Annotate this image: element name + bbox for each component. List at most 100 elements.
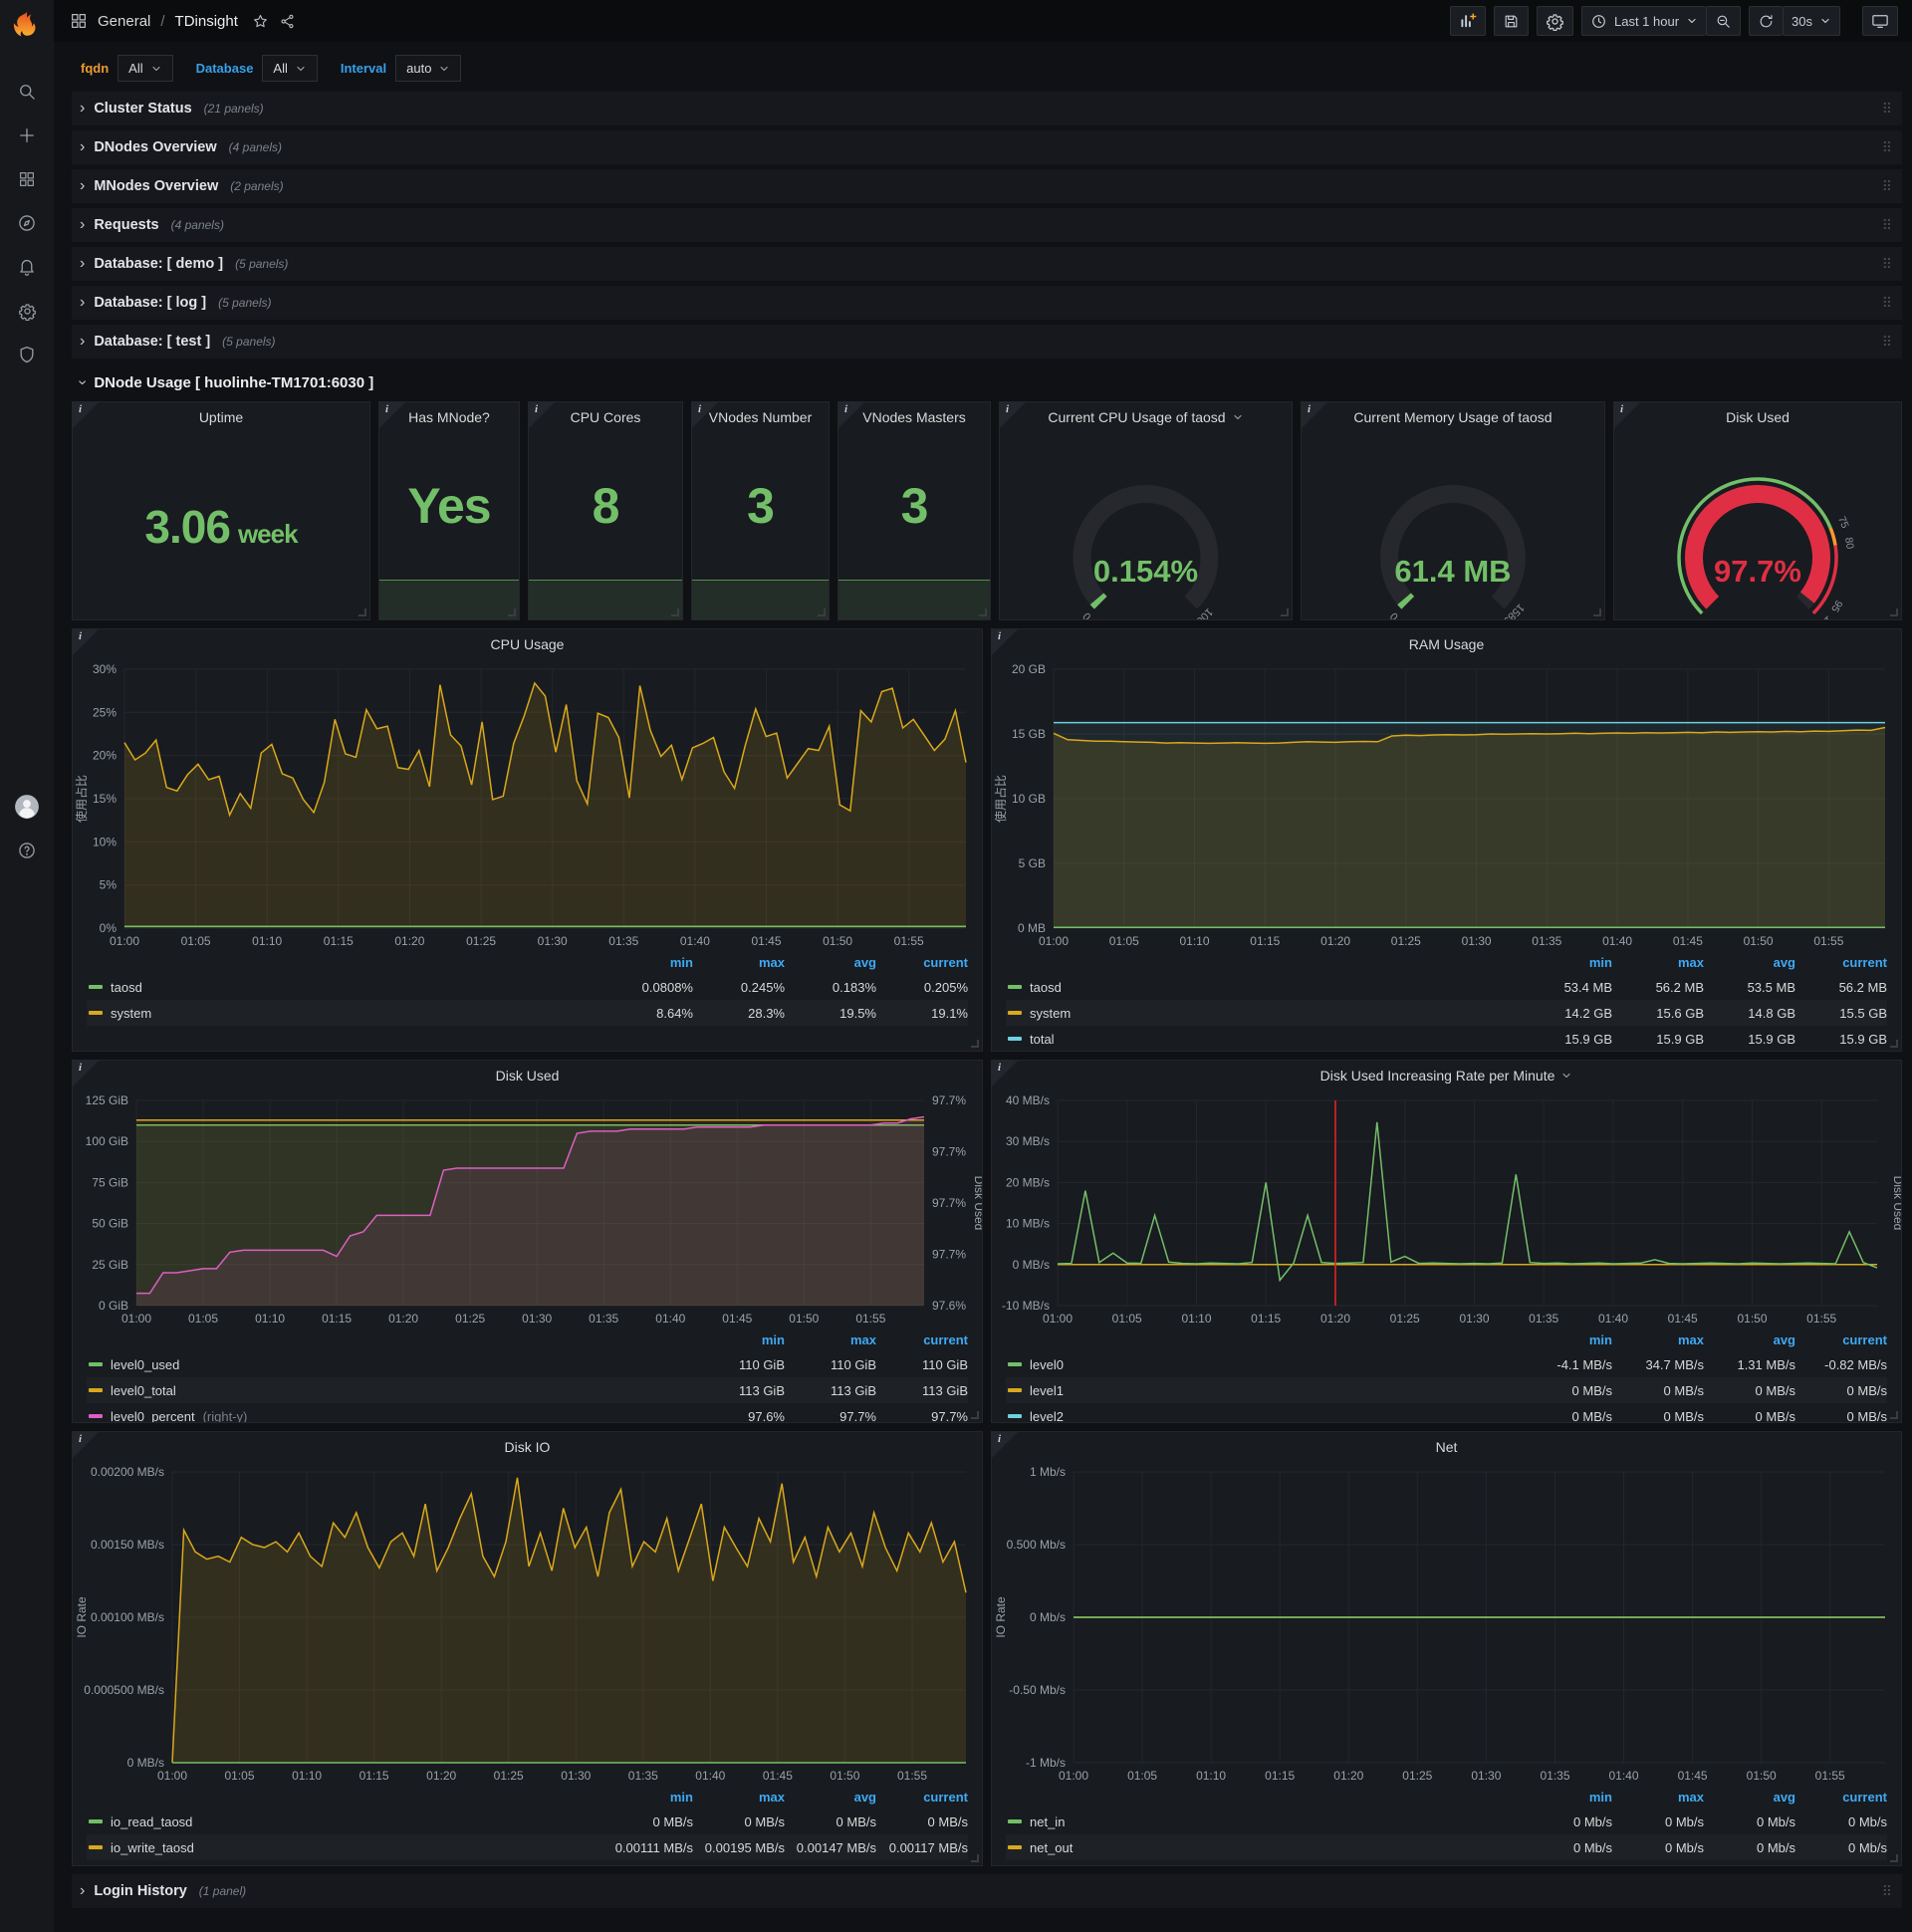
breadcrumb-section[interactable]: General	[98, 12, 151, 30]
legend-col-min[interactable]: min	[1588, 1789, 1612, 1805]
legend-color-swatch[interactable]	[1008, 1819, 1022, 1823]
sidebar-configuration-gear-icon[interactable]	[5, 289, 49, 333]
legend-series-label[interactable]: level0_percent (right-y)	[89, 1409, 693, 1422]
panel-title[interactable]: Net	[992, 1432, 1901, 1462]
legend-color-swatch[interactable]	[89, 1388, 103, 1392]
zoom-out-time-button[interactable]	[1706, 6, 1742, 36]
panel-title[interactable]: Uptime	[73, 402, 369, 432]
cycle-view-mode-button[interactable]	[1862, 6, 1898, 36]
legend-color-swatch[interactable]	[1008, 1011, 1022, 1015]
sidebar-user-avatar[interactable]	[5, 785, 49, 829]
sidebar-create-icon[interactable]	[5, 114, 49, 157]
panel-info-corner-icon[interactable]	[529, 402, 555, 428]
row-drag-handle-icon[interactable]: ⠿	[1881, 216, 1892, 233]
variable-label[interactable]: Database	[195, 61, 254, 76]
dashboard-row-cluster-status[interactable]: › Cluster Status (21 panels) ⠿	[72, 92, 1902, 125]
sidebar-explore-compass-icon[interactable]	[5, 201, 49, 245]
panel-title[interactable]: Current Memory Usage of taosd	[1302, 402, 1604, 432]
legend-col-max[interactable]: max	[1677, 1789, 1704, 1805]
legend-series-label[interactable]: level0_total	[89, 1383, 693, 1398]
panel-info-corner-icon[interactable]	[692, 402, 718, 428]
variable-label[interactable]: fqdn	[81, 61, 110, 76]
legend-color-swatch[interactable]	[89, 1845, 103, 1849]
panel-title[interactable]: Disk Used	[73, 1061, 982, 1090]
legend-col-max[interactable]: max	[1677, 1331, 1704, 1347]
panel-info-corner-icon[interactable]	[73, 629, 99, 655]
time-range-picker[interactable]: Last 1 hour	[1580, 6, 1707, 36]
panel-info-corner-icon[interactable]	[1302, 402, 1327, 428]
panel-info-corner-icon[interactable]	[992, 1432, 1018, 1458]
legend-col-min[interactable]: min	[669, 954, 693, 970]
legend-col-max[interactable]: max	[849, 1331, 876, 1347]
legend-color-swatch[interactable]	[1008, 985, 1022, 989]
dashboard-row-dnodes-overview[interactable]: › DNodes Overview (4 panels) ⠿	[72, 130, 1902, 164]
panel-info-corner-icon[interactable]	[1000, 402, 1026, 428]
dashboard-row-mnodes-overview[interactable]: › MNodes Overview (2 panels) ⠿	[72, 169, 1902, 203]
dashboard-row-database-log[interactable]: › Database: [ log ] (5 panels) ⠿	[72, 286, 1902, 320]
add-panel-button[interactable]	[1449, 6, 1486, 36]
chart-plot-area[interactable]: 01:00 01:05 01:10 01:15 01:20 01:25 01:30 01:35…	[73, 1090, 986, 1328]
legend-series-label[interactable]: taosd	[89, 980, 601, 995]
legend-col-avg[interactable]: avg	[1773, 954, 1795, 970]
dashboard-row-dnode-usage-huolinhe-tm1701-6030[interactable]: › DNode Usage [ huolinhe-TM1701:6030 ]	[72, 363, 1902, 401]
sidebar-server-admin-shield-icon[interactable]	[5, 333, 49, 376]
refresh-interval-picker[interactable]: 30s	[1783, 6, 1840, 36]
legend-color-swatch[interactable]	[1008, 1845, 1022, 1849]
refresh-button[interactable]	[1749, 6, 1784, 36]
panel-title[interactable]: RAM Usage	[992, 629, 1901, 659]
panel-info-corner-icon[interactable]	[992, 629, 1018, 655]
legend-col-max[interactable]: max	[758, 1789, 785, 1805]
dashboard-settings-button[interactable]	[1536, 6, 1573, 36]
legend-series-label[interactable]: io_write_taosd	[89, 1840, 601, 1855]
row-drag-handle-icon[interactable]: ⠿	[1881, 333, 1892, 350]
row-drag-handle-icon[interactable]: ⠿	[1881, 100, 1892, 117]
row-drag-handle-icon[interactable]: ⠿	[1881, 177, 1892, 194]
legend-col-current[interactable]: current	[1842, 1331, 1887, 1347]
sidebar-dashboards-icon[interactable]	[5, 157, 49, 201]
dashboard-row-requests[interactable]: › Requests (4 panels) ⠿	[72, 208, 1902, 242]
chart-plot-area[interactable]: 01:00 01:05 01:10 01:15 01:20 01:25 01:30 01:35…	[992, 1462, 1901, 1785]
chart-plot-area[interactable]: 01:00 01:05 01:10 01:15 01:20 01:25 01:30 01:35…	[73, 659, 982, 950]
panel-title[interactable]: Disk Used Increasing Rate per Minute	[992, 1061, 1901, 1090]
legend-col-min[interactable]: min	[761, 1331, 785, 1347]
legend-color-swatch[interactable]	[1008, 1362, 1022, 1366]
panel-info-corner-icon[interactable]	[838, 402, 864, 428]
legend-col-min[interactable]: min	[669, 1789, 693, 1805]
legend-color-swatch[interactable]	[1008, 1414, 1022, 1418]
legend-series-label[interactable]: taosd	[1008, 980, 1521, 995]
panel-info-corner-icon[interactable]	[992, 1061, 1018, 1087]
dashboard-row-login-history[interactable]: › Login History (1 panel) ⠿	[72, 1874, 1902, 1908]
legend-col-avg[interactable]: avg	[1773, 1789, 1795, 1805]
panel-title[interactable]: Current CPU Usage of taosd	[1000, 402, 1292, 432]
legend-col-avg[interactable]: avg	[853, 1789, 876, 1805]
legend-col-current[interactable]: current	[1842, 1789, 1887, 1805]
row-drag-handle-icon[interactable]: ⠿	[1881, 255, 1892, 272]
panel-info-corner-icon[interactable]	[73, 1432, 99, 1458]
legend-series-label[interactable]: level0	[1008, 1357, 1521, 1372]
variable-value-dropdown[interactable]: auto	[395, 55, 462, 82]
chart-plot-area[interactable]: 01:00 01:05 01:10 01:15 01:20 01:25 01:30 01:35…	[992, 659, 1901, 950]
star-icon[interactable]	[252, 13, 269, 30]
dashboard-row-database-test[interactable]: › Database: [ test ] (5 panels) ⠿	[72, 325, 1902, 359]
dashboard-row-database-demo[interactable]: › Database: [ demo ] (5 panels) ⠿	[72, 247, 1902, 281]
legend-color-swatch[interactable]	[89, 1011, 103, 1015]
legend-series-label[interactable]: level2	[1008, 1409, 1521, 1422]
variable-value-dropdown[interactable]: All	[118, 55, 173, 82]
save-dashboard-button[interactable]	[1493, 6, 1529, 36]
panel-info-corner-icon[interactable]	[73, 402, 99, 428]
legend-col-current[interactable]: current	[923, 954, 968, 970]
panel-title[interactable]: CPU Cores	[529, 402, 682, 432]
chart-plot-area[interactable]: 01:00 01:05 01:10 01:15 01:20 01:25 01:30 01:35…	[73, 1462, 982, 1785]
panel-title[interactable]: Disk IO	[73, 1432, 982, 1462]
legend-color-swatch[interactable]	[1008, 1388, 1022, 1392]
legend-series-label[interactable]: level1	[1008, 1383, 1521, 1398]
legend-col-min[interactable]: min	[1588, 954, 1612, 970]
sidebar-help-icon[interactable]	[5, 829, 49, 872]
legend-series-label[interactable]: total	[1008, 1032, 1521, 1047]
legend-col-current[interactable]: current	[1842, 954, 1887, 970]
dashboard-grid-icon[interactable]	[70, 12, 88, 30]
panel-title[interactable]: VNodes Masters	[838, 402, 990, 432]
legend-series-label[interactable]: system	[1008, 1006, 1521, 1021]
sidebar-alerting-bell-icon[interactable]	[5, 245, 49, 289]
panel-title[interactable]: Disk Used	[1614, 402, 1901, 432]
